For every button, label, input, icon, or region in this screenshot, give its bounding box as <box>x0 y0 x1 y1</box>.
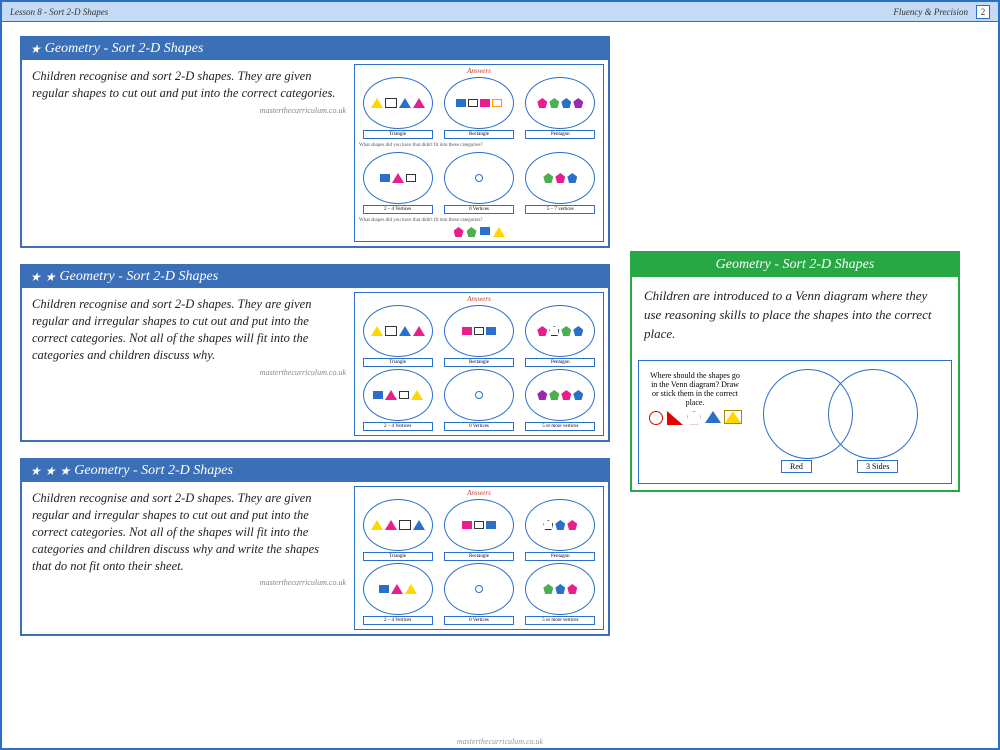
green-card-desc: Children are introduced to a Venn diagra… <box>632 277 958 354</box>
star-icon: ★ <box>60 464 71 479</box>
card-level-3: ★ ★ ★ Geometry - Sort 2-D Shapes Children … <box>20 458 610 636</box>
card-desc: Children recognise and sort 2-D shapes. … <box>22 60 350 106</box>
venn-prompt: Where should the shapes go in the Venn d… <box>649 371 741 407</box>
thumbnail: Answers Triangle Rectangle Pentagon What… <box>354 64 604 242</box>
content: ★ Geometry - Sort 2-D Shapes Children re… <box>2 22 998 650</box>
venn-circle-right <box>828 369 918 459</box>
page-footer-url: masterthecurriculum.co.uk <box>2 737 998 746</box>
venn-label-3sides: 3 Sides <box>857 460 898 473</box>
section-label: Fluency & Precision <box>893 7 968 17</box>
blue-triangle-icon <box>705 411 721 423</box>
star-icon: ★ <box>30 42 41 57</box>
footer-url: masterthecurriculum.co.uk <box>22 578 350 587</box>
pentagon-icon <box>687 411 701 425</box>
thumbnail: Answers Triangle Rectangle Pentagon 2 – … <box>354 486 604 630</box>
red-circle-icon <box>649 411 663 425</box>
left-column: ★ Geometry - Sort 2-D Shapes Children re… <box>20 36 610 636</box>
green-card-title: Geometry - Sort 2-D Shapes <box>716 257 875 273</box>
star-icon: ★ <box>30 464 41 479</box>
yellow-triangle-icon <box>725 411 741 423</box>
green-card: Geometry - Sort 2-D Shapes Children are … <box>630 251 960 492</box>
card-header: ★ ★ ★ Geometry - Sort 2-D Shapes <box>22 460 608 482</box>
red-triangle-icon <box>667 411 683 425</box>
green-card-header: Geometry - Sort 2-D Shapes <box>632 253 958 277</box>
card-desc: Children recognise and sort 2-D shapes. … <box>22 288 350 368</box>
page: Lesson 8 - Sort 2-D Shapes Fluency & Pre… <box>0 0 1000 750</box>
lesson-title: Lesson 8 - Sort 2-D Shapes <box>10 7 108 17</box>
card-desc: Children recognise and sort 2-D shapes. … <box>22 482 350 578</box>
footer-url: masterthecurriculum.co.uk <box>22 106 350 115</box>
card-title: Geometry - Sort 2-D Shapes <box>74 463 233 479</box>
card-header: ★ Geometry - Sort 2-D Shapes <box>22 38 608 60</box>
thumbnail: Answers Triangle Rectangle Pentagon 2 – … <box>354 292 604 436</box>
venn-panel: Where should the shapes go in the Venn d… <box>638 360 952 484</box>
card-title: Geometry - Sort 2-D Shapes <box>60 269 219 285</box>
right-column: Geometry - Sort 2-D Shapes Children are … <box>630 36 960 636</box>
page-number: 2 <box>976 5 990 19</box>
footer-url: masterthecurriculum.co.uk <box>22 368 350 377</box>
topbar: Lesson 8 - Sort 2-D Shapes Fluency & Pre… <box>2 2 998 22</box>
star-icon: ★ <box>45 270 56 285</box>
card-level-2: ★ ★ Geometry - Sort 2-D Shapes Children r… <box>20 264 610 442</box>
star-icon: ★ <box>45 464 56 479</box>
venn-diagram: Red 3 Sides <box>753 367 945 477</box>
venn-shapes <box>649 411 741 425</box>
card-header: ★ ★ Geometry - Sort 2-D Shapes <box>22 266 608 288</box>
card-level-1: ★ Geometry - Sort 2-D Shapes Children re… <box>20 36 610 248</box>
venn-label-red: Red <box>781 460 812 473</box>
card-title: Geometry - Sort 2-D Shapes <box>45 41 204 57</box>
star-icon: ★ <box>30 270 41 285</box>
